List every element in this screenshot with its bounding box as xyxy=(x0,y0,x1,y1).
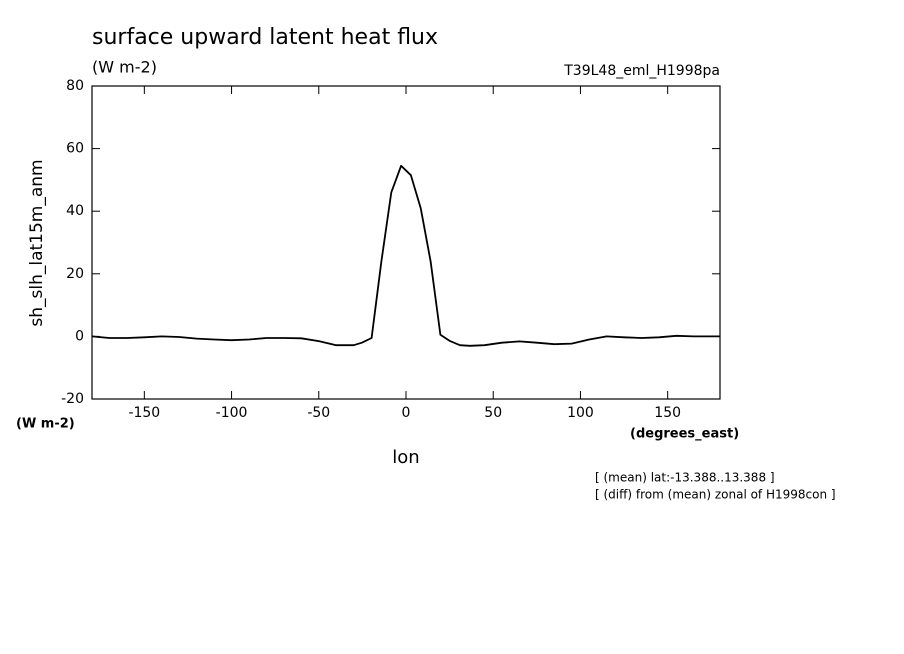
plot-frame xyxy=(91,85,721,400)
y-tick-label: 80 xyxy=(66,78,84,94)
x-tick-label: -150 xyxy=(128,405,160,421)
x-tick-label: 0 xyxy=(402,405,411,421)
y-axis-label: sh_slh_lat15m_anm xyxy=(27,159,47,326)
chart-subtitle: (W m-2) xyxy=(92,58,157,77)
annotation: T39L48_eml_H1998pa xyxy=(563,63,720,79)
x-tick-label: 100 xyxy=(567,405,594,421)
x-tick-label: 50 xyxy=(484,405,502,421)
y-tick-label: 0 xyxy=(75,328,84,344)
y-units: (W m-2) xyxy=(16,417,75,432)
chart-title: surface upward latent heat flux xyxy=(92,25,438,50)
x-units: (degrees_east) xyxy=(630,427,739,442)
y-tick-label: 60 xyxy=(66,141,84,157)
note: [ (mean) lat:-13.388..13.388 ] xyxy=(595,471,775,485)
x-axis-label: lon xyxy=(392,447,419,468)
x-tick-label: -50 xyxy=(307,405,330,421)
y-tick-label: 20 xyxy=(66,266,84,282)
series-line xyxy=(91,164,720,347)
x-tick-label: 150 xyxy=(654,405,681,421)
y-tick-label: -20 xyxy=(61,391,84,407)
note: [ (diff) from (mean) zonal of H1998con ] xyxy=(595,488,836,502)
y-tick-label: 40 xyxy=(66,203,84,219)
x-tick-label: -100 xyxy=(216,405,248,421)
